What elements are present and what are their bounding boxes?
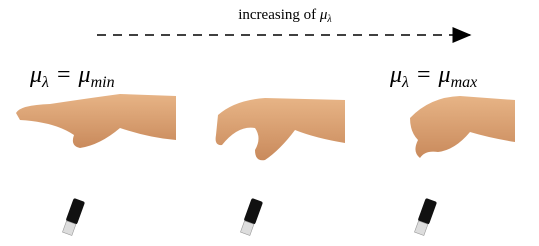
pen-1 [62,198,86,236]
equals: = [417,62,431,88]
lhs-sub: λ [401,74,409,91]
lhs: μ [29,62,42,88]
left-label: μλ=μmin [29,62,115,91]
arrow-label-sub: λ [326,14,332,25]
lhs-sub: λ [41,74,49,91]
hand-open [16,94,176,148]
lhs: μ [389,62,402,88]
pen-2 [240,198,264,236]
arrow-label: increasing of μλ [238,7,332,25]
rhs-sub: max [451,74,478,91]
rhs: μ [78,62,91,88]
page: increasing of μλ μλ=μmin μλ=μmax (() => … [0,0,539,246]
hand-half [216,98,345,160]
rhs: μ [438,62,451,88]
equals: = [57,62,71,88]
figure: increasing of μλ μλ=μmin μλ=μmax [0,0,539,246]
pen-3 [414,198,438,236]
rhs-sub: min [91,74,115,91]
right-label: μλ=μmax [389,62,477,91]
arrow-label-text: increasing of [238,7,316,23]
hand-closed [410,96,515,158]
